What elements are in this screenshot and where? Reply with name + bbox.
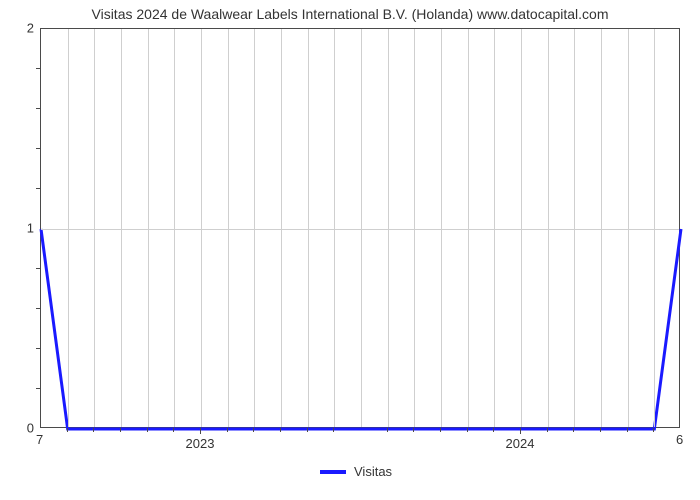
y-minor-tick — [36, 308, 40, 309]
y-minor-tick — [36, 268, 40, 269]
x-tick-label: 2024 — [506, 436, 535, 451]
y-tick-label: 1 — [18, 221, 34, 236]
x-minor-tick — [467, 428, 468, 432]
gridline-horizontal — [41, 229, 679, 230]
gridline-vertical — [494, 29, 495, 427]
x-minor-tick — [147, 428, 148, 432]
y-tick-label: 0 — [18, 421, 34, 436]
corner-label-bottom-left: 7 — [36, 432, 43, 447]
gridline-vertical — [68, 29, 69, 427]
x-minor-tick — [67, 428, 68, 432]
gridline-vertical — [468, 29, 469, 427]
x-minor-tick — [333, 428, 334, 432]
legend-label: Visitas — [354, 464, 392, 479]
x-minor-tick — [307, 428, 308, 432]
y-minor-tick — [36, 108, 40, 109]
gridline-vertical — [308, 29, 309, 427]
x-minor-tick — [493, 428, 494, 432]
x-minor-tick — [653, 428, 654, 432]
corner-label-bottom-right: 6 — [676, 432, 683, 447]
x-minor-tick — [227, 428, 228, 432]
gridline-vertical — [281, 29, 282, 427]
y-minor-tick — [36, 68, 40, 69]
x-minor-tick — [600, 428, 601, 432]
gridline-vertical — [521, 29, 522, 427]
x-minor-tick — [120, 428, 121, 432]
y-tick-label: 2 — [18, 21, 34, 36]
plot-area — [40, 28, 680, 428]
gridline-vertical — [254, 29, 255, 427]
x-minor-tick — [440, 428, 441, 432]
x-minor-tick — [387, 428, 388, 432]
x-minor-tick — [573, 428, 574, 432]
x-minor-tick — [280, 428, 281, 432]
gridline-vertical — [441, 29, 442, 427]
x-major-tick — [520, 428, 521, 434]
x-minor-tick — [253, 428, 254, 432]
gridline-vertical — [148, 29, 149, 427]
gridline-vertical — [121, 29, 122, 427]
gridline-vertical — [388, 29, 389, 427]
x-minor-tick — [627, 428, 628, 432]
gridline-vertical — [628, 29, 629, 427]
gridline-vertical — [228, 29, 229, 427]
x-minor-tick — [93, 428, 94, 432]
gridline-vertical — [334, 29, 335, 427]
y-minor-tick — [36, 188, 40, 189]
legend-swatch — [320, 470, 346, 474]
gridline-vertical — [414, 29, 415, 427]
x-major-tick — [200, 428, 201, 434]
gridline-vertical — [201, 29, 202, 427]
x-minor-tick — [173, 428, 174, 432]
x-minor-tick — [547, 428, 548, 432]
y-minor-tick — [36, 348, 40, 349]
x-tick-label: 2023 — [186, 436, 215, 451]
y-minor-tick — [36, 148, 40, 149]
gridline-vertical — [574, 29, 575, 427]
y-minor-tick — [36, 388, 40, 389]
gridline-vertical — [174, 29, 175, 427]
chart-title: Visitas 2024 de Waalwear Labels Internat… — [0, 6, 700, 22]
legend: Visitas — [320, 464, 392, 479]
gridline-vertical — [94, 29, 95, 427]
x-minor-tick — [413, 428, 414, 432]
gridline-vertical — [654, 29, 655, 427]
chart-container: Visitas 2024 de Waalwear Labels Internat… — [0, 0, 700, 500]
gridline-vertical — [548, 29, 549, 427]
gridline-vertical — [601, 29, 602, 427]
gridline-vertical — [361, 29, 362, 427]
